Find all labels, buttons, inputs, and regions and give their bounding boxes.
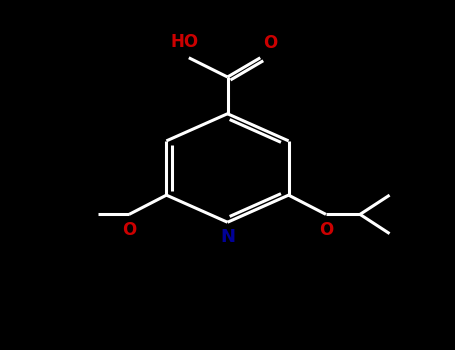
Text: HO: HO [170,34,198,51]
Text: O: O [122,221,136,239]
Text: O: O [263,35,278,52]
Text: N: N [220,228,235,246]
Text: O: O [319,221,333,239]
